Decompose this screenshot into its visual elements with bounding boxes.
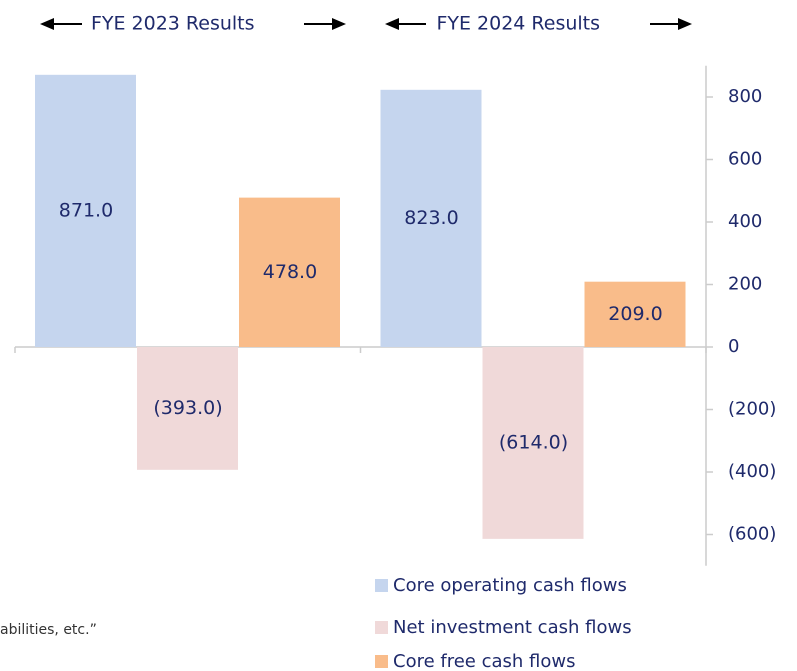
legend-label: Net investment cash flows <box>393 617 632 638</box>
header-arrows <box>40 18 692 30</box>
bar <box>35 74 136 347</box>
bar <box>239 197 340 347</box>
data-label: (614.0) <box>499 431 568 453</box>
bar <box>137 347 238 470</box>
bar <box>380 89 482 347</box>
footnote: abilities, etc.” <box>0 622 97 638</box>
legend-label: Core operating cash flows <box>393 575 627 596</box>
y-tick-label: 600 <box>728 149 762 170</box>
y-tick-label: 400 <box>728 211 762 232</box>
y-tick-label: (200) <box>728 399 776 420</box>
data-label: 478.0 <box>263 261 317 283</box>
data-label: (393.0) <box>153 397 222 419</box>
legend-swatch <box>375 621 388 634</box>
y-tick-label: (600) <box>728 524 776 545</box>
data-label: 871.0 <box>59 199 113 221</box>
legend-label: Core free cash flows <box>393 651 575 671</box>
bar <box>584 281 686 347</box>
y-tick-label: 200 <box>728 274 762 295</box>
data-label: 823.0 <box>404 207 458 229</box>
category-header: FYE 2024 Results <box>436 13 600 35</box>
bar <box>482 347 584 539</box>
y-tick-label: 800 <box>728 86 762 107</box>
legend-swatch <box>375 579 388 592</box>
legend-swatch <box>375 655 388 668</box>
y-tick-label: (400) <box>728 461 776 482</box>
category-header: FYE 2023 Results <box>91 13 255 35</box>
data-label: 209.0 <box>608 303 662 325</box>
y-tick-label: 0 <box>728 336 739 357</box>
